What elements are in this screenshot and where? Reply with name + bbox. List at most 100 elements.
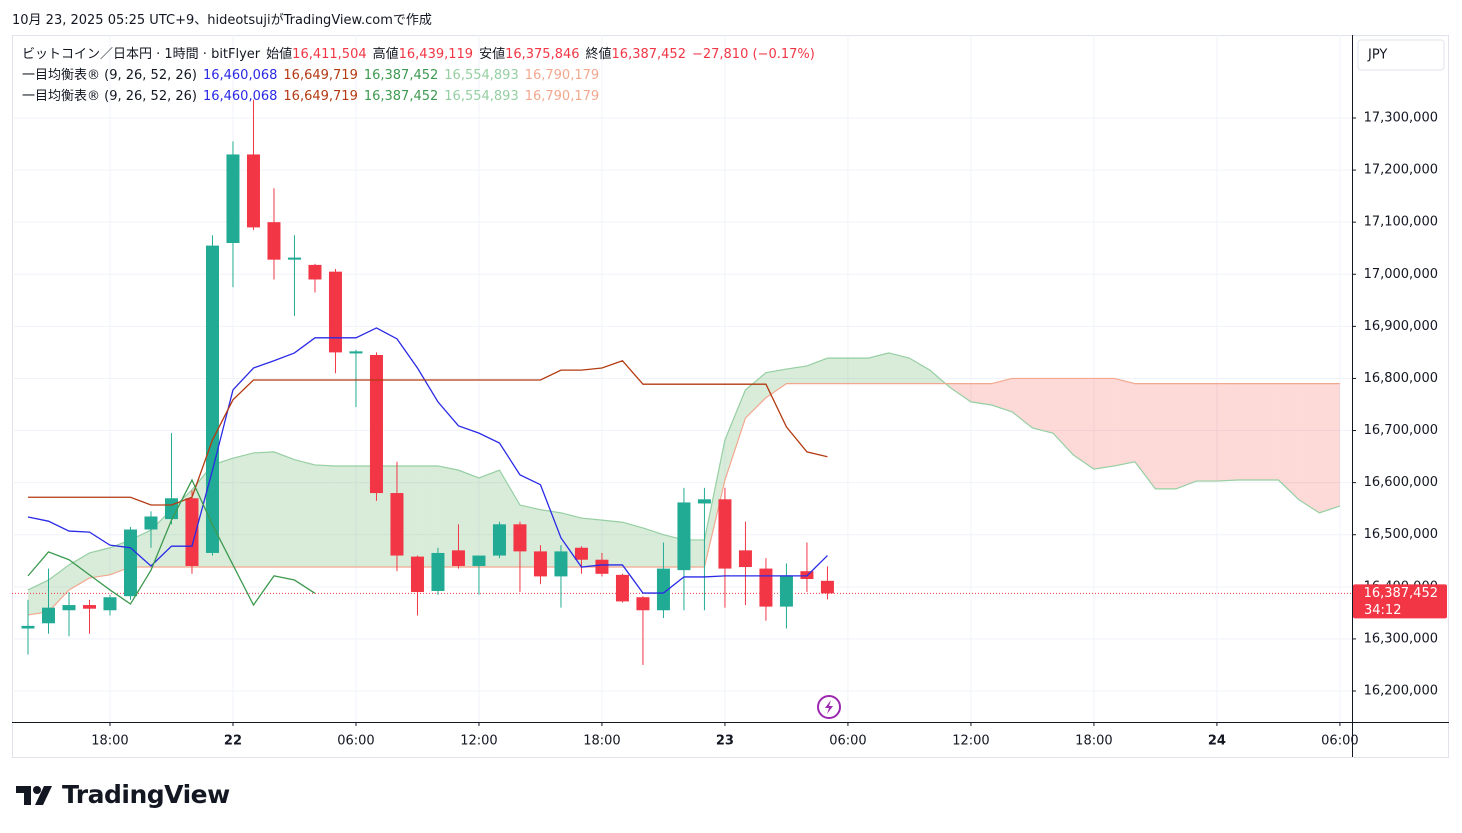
cloud-fill [314,464,336,568]
indicator-line [27,359,828,506]
candle-body [615,574,629,602]
ohlc-label: 安値 [479,47,506,62]
y-tick-label: 17,200,000 [1364,163,1438,178]
cloud-fill [294,459,315,568]
y-tick-label: 16,300,000 [1364,631,1438,646]
cloud-fill [909,358,930,384]
candle-body [21,625,35,629]
last-price-tag [1353,584,1447,619]
indicator-name: 一目均衡表® (9, 26, 52, 26) [22,89,197,104]
x-tick-label: 06:00 [829,734,866,749]
candle-body [738,550,752,568]
indicator-value: 16,554,893 [444,68,519,83]
legend-row: ビットコイン／日本円 · 1時間 · bitFlyer 始値16,411,504 高… [22,44,821,65]
x-tick-label: 24 [1208,734,1226,749]
candle-body [656,568,670,611]
indicator-line [27,478,316,607]
candle-body [697,499,711,504]
x-tick-label: 06:00 [1321,734,1358,749]
candle-body [369,355,383,494]
cloud-fill [458,470,479,568]
cloud-fill [847,358,869,384]
ohlc-value: 16,411,504 [292,47,367,62]
cloud-fill [335,465,356,568]
ohlc-label: 終値 [585,47,612,62]
indicator-value: 16,649,719 [283,89,358,104]
ohlc-value: 16,387,452 [611,47,686,62]
candle-body [205,245,219,553]
y-tick-label: 16,800,000 [1364,371,1438,386]
candle-body [328,271,342,353]
candle-body [349,351,363,354]
indicator-value: 16,554,893 [444,89,519,104]
indicator-value: 16,790,179 [524,89,600,104]
cloud-fill [1032,378,1053,434]
cloud-fill [1298,383,1320,513]
cloud-fill [622,522,643,568]
candle-body [41,607,55,624]
cloud-fill [1257,383,1279,481]
indicator-value: 16,790,179 [524,68,600,83]
y-tick-label: 16,200,000 [1364,684,1438,699]
x-tick-label: 18:00 [91,734,128,749]
indicator-value: 16,387,452 [363,89,439,104]
y-tick-label: 17,100,000 [1364,215,1438,230]
cloud-fill [150,509,172,568]
indicator-value: 16,387,452 [363,68,439,83]
cloud-fill [89,547,110,578]
candle-body [62,605,76,611]
x-tick-label: 06:00 [337,734,374,749]
candle-body [123,529,137,597]
candle-body [492,524,506,556]
candle-body [287,257,301,260]
candle-body [554,551,568,577]
cloud-fill [827,358,848,384]
cloud-fill [1114,378,1135,466]
cloud-fill [1052,378,1074,456]
cloud-fill [253,451,274,568]
candle-body [103,597,117,611]
candle-body [431,552,445,591]
cloud-fill [437,465,459,568]
x-tick-label: 23 [716,734,734,749]
candle-body [533,551,547,577]
cloud-fill [704,439,725,568]
cloud-fill [724,389,746,481]
currency: JPY [1367,48,1387,63]
indicator-value: 16,460,068 [202,68,278,83]
ohlc-value: 16,375,846 [505,47,580,62]
candle-body [595,559,609,574]
candle-body [164,498,178,520]
cloud-fill [868,352,889,384]
cloud-fill [27,580,49,615]
cloud-fill [1175,383,1197,489]
candle-body [513,524,527,552]
cloud-fill [1134,383,1156,489]
cloud-fill [765,369,787,398]
cloud-fill [1155,383,1176,489]
legend: ビットコイン／日本円 · 1時間 · bitFlyer 始値16,411,504 高… [22,44,821,107]
y-tick-label: 17,000,000 [1364,267,1438,282]
y-tick-label: 16,600,000 [1364,475,1438,490]
cloud-fill [232,452,254,568]
cloud-fill [970,383,992,406]
cloud-fill [601,520,623,568]
cloud-fill [1196,383,1217,482]
logo: TradingView [62,780,230,809]
legend-row: 一目均衡表® (9, 26, 52, 26) 16,460,068 16,649,7… [22,65,821,86]
cloud-fill [950,383,971,402]
grid [12,35,1352,722]
x-tick-label: 12:00 [460,734,497,749]
currency-box[interactable] [1357,39,1445,71]
x-tick-label: 12:00 [952,734,989,749]
y-tick-label: 16,700,000 [1364,423,1438,438]
candle-body [246,154,260,228]
candle-body [185,498,199,566]
candle-body [82,605,96,609]
cloud-fill [1073,378,1094,470]
cloud-fill [273,451,295,568]
symbol-title: ビットコイン／日本円 · 1時間 · bitFlyer [22,47,261,62]
legend-row: 一目均衡表® (9, 26, 52, 26) 16,460,068 16,649,7… [22,86,821,107]
